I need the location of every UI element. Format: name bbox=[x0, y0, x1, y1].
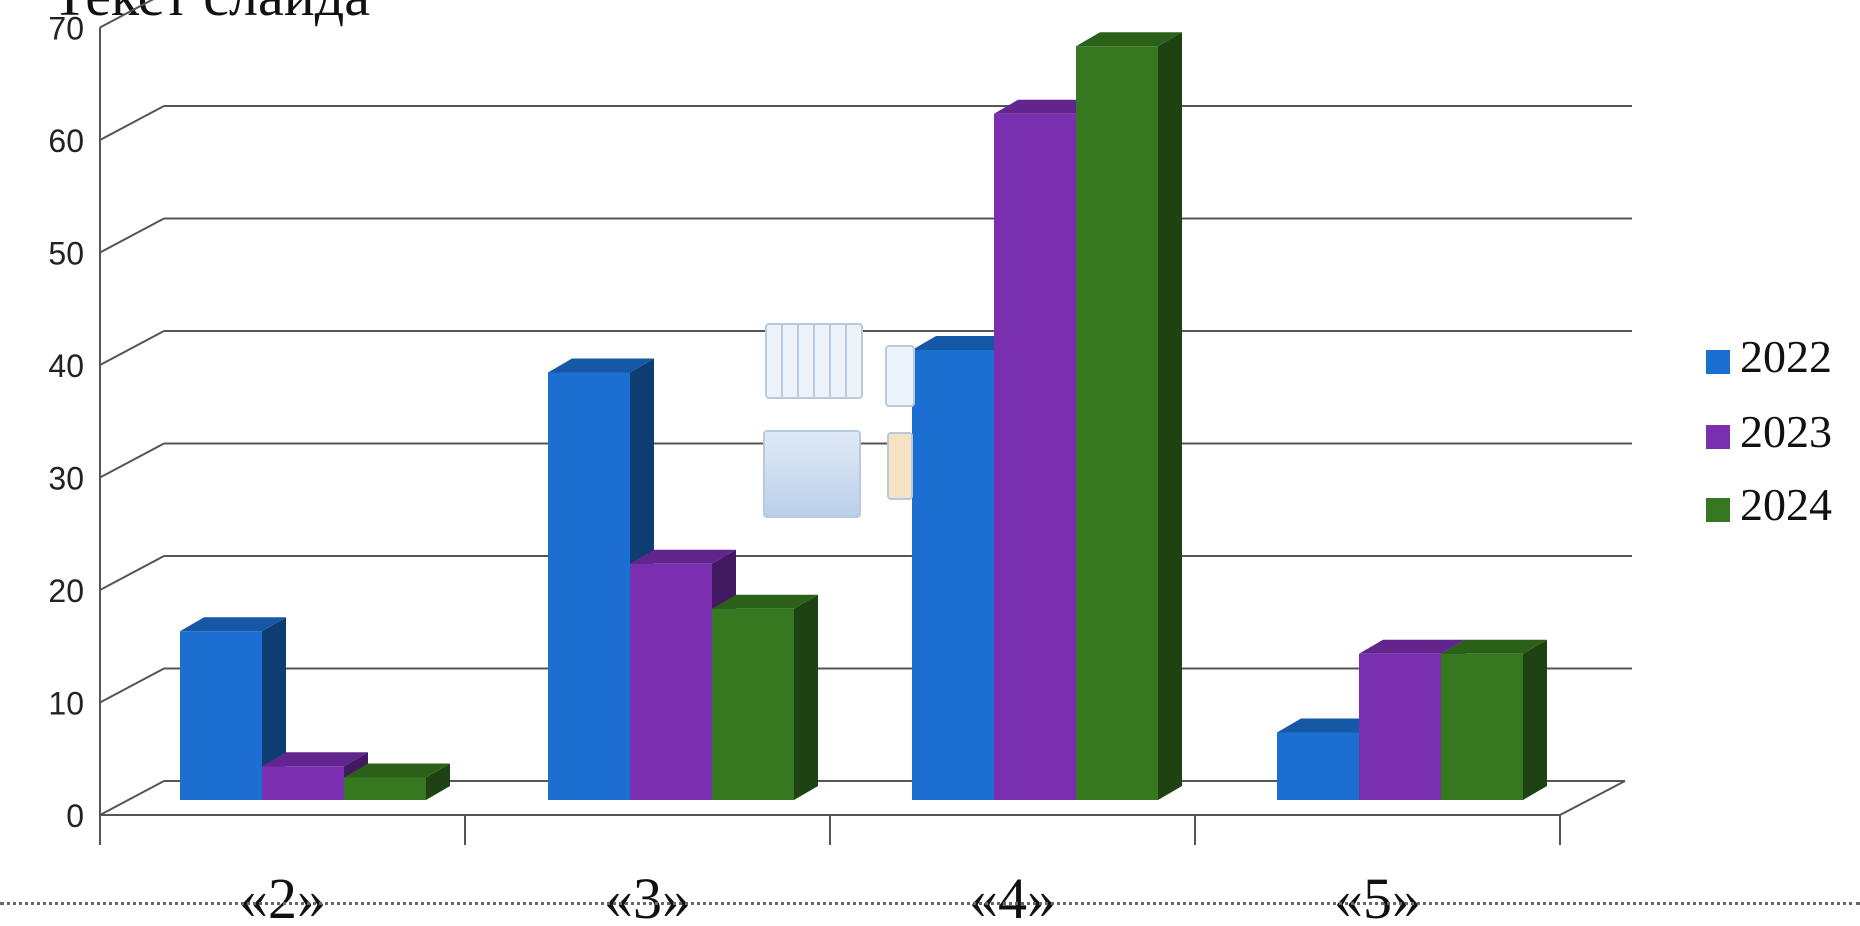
gridline-side bbox=[99, 667, 165, 704]
slide-title: Текст слайда bbox=[52, 0, 370, 29]
insert-chart-icon[interactable] bbox=[885, 345, 915, 407]
gridline-side bbox=[99, 105, 165, 141]
floor-right bbox=[1559, 780, 1626, 816]
y-tick-label: 60 bbox=[48, 123, 84, 159]
bar-2023-3 bbox=[1359, 653, 1441, 800]
legend-label-2023: 2023 bbox=[1740, 406, 1832, 457]
x-category-label: «3» bbox=[604, 866, 691, 926]
label-layer: 0 10 20 30 40 50 60 70 «2» «3» «4» «5» bbox=[48, 11, 1421, 926]
bar-top-2022-2 bbox=[912, 336, 1018, 350]
y-tick-label: 50 bbox=[48, 236, 84, 272]
bar-top-2023-3 bbox=[1359, 639, 1465, 654]
bar-2023-2 bbox=[994, 113, 1076, 800]
insert-picture-icon[interactable] bbox=[763, 430, 861, 518]
legend-label-2024: 2024 bbox=[1740, 479, 1832, 530]
y-tick-label: 70 bbox=[48, 11, 84, 47]
bar-top-2024-1 bbox=[712, 594, 818, 609]
y-tick-label: 30 bbox=[48, 461, 84, 497]
bar-2022-1 bbox=[548, 372, 630, 800]
gridline-side bbox=[99, 442, 165, 479]
bar-top-2023-2 bbox=[994, 99, 1100, 114]
bar-layer bbox=[180, 32, 1547, 800]
insert-clipart-icon[interactable] bbox=[887, 432, 913, 500]
legend-swatch-2024 bbox=[1706, 498, 1730, 522]
legend-label-2022: 2022 bbox=[1740, 331, 1832, 382]
bar-2023-1 bbox=[630, 563, 712, 800]
gridline-side bbox=[99, 555, 165, 591]
bar-2024-2 bbox=[1076, 46, 1158, 800]
bar-side-2024-2 bbox=[1158, 32, 1182, 800]
bar-side-2024-0 bbox=[426, 763, 450, 800]
y-tick-label: 10 bbox=[48, 686, 84, 722]
bottom-dotted-border bbox=[0, 902, 1860, 905]
slide-title-text: Текст слайда bbox=[52, 0, 370, 28]
bar-top-2022-1 bbox=[548, 358, 654, 373]
bar-top-2024-3 bbox=[1441, 639, 1547, 654]
gridline-side bbox=[99, 0, 154, 29]
bar-side-2024-3 bbox=[1523, 639, 1547, 800]
bar-2022-2 bbox=[912, 350, 994, 800]
y-tick-label: 0 bbox=[66, 798, 84, 834]
x-category-label: «2» bbox=[239, 866, 326, 926]
bar-top-2024-2 bbox=[1076, 32, 1182, 47]
insert-table-icon[interactable] bbox=[765, 323, 863, 399]
x-category-label: «4» bbox=[969, 866, 1056, 926]
bar-top-2022-0 bbox=[180, 617, 286, 632]
y-tick-label: 40 bbox=[48, 348, 84, 384]
bar-2023-0 bbox=[262, 766, 344, 800]
bar-2024-0 bbox=[344, 777, 426, 800]
bar-2022-0 bbox=[180, 631, 262, 800]
bar-top-2022-3 bbox=[1277, 718, 1383, 733]
bar-2024-3 bbox=[1441, 653, 1523, 800]
bar-2022-3 bbox=[1277, 732, 1359, 800]
legend-swatch-2022 bbox=[1706, 350, 1730, 374]
bar-side-2022-0 bbox=[262, 617, 286, 800]
gridline-side bbox=[99, 330, 165, 366]
gridline-side bbox=[99, 217, 165, 254]
y-tick-label: 20 bbox=[48, 573, 84, 609]
legend: 2022 2023 2024 bbox=[1706, 331, 1832, 530]
gridline-side bbox=[99, 780, 165, 816]
x-category-label: «5» bbox=[1334, 866, 1421, 926]
bar-2024-1 bbox=[712, 608, 794, 800]
legend-swatch-2023 bbox=[1706, 425, 1730, 449]
bar-top-2023-0 bbox=[262, 752, 368, 767]
bar-top-2023-1 bbox=[630, 549, 736, 564]
grid-layer bbox=[99, 0, 1632, 816]
bar-side-2024-1 bbox=[794, 594, 818, 800]
bar-top-2024-0 bbox=[344, 763, 450, 778]
